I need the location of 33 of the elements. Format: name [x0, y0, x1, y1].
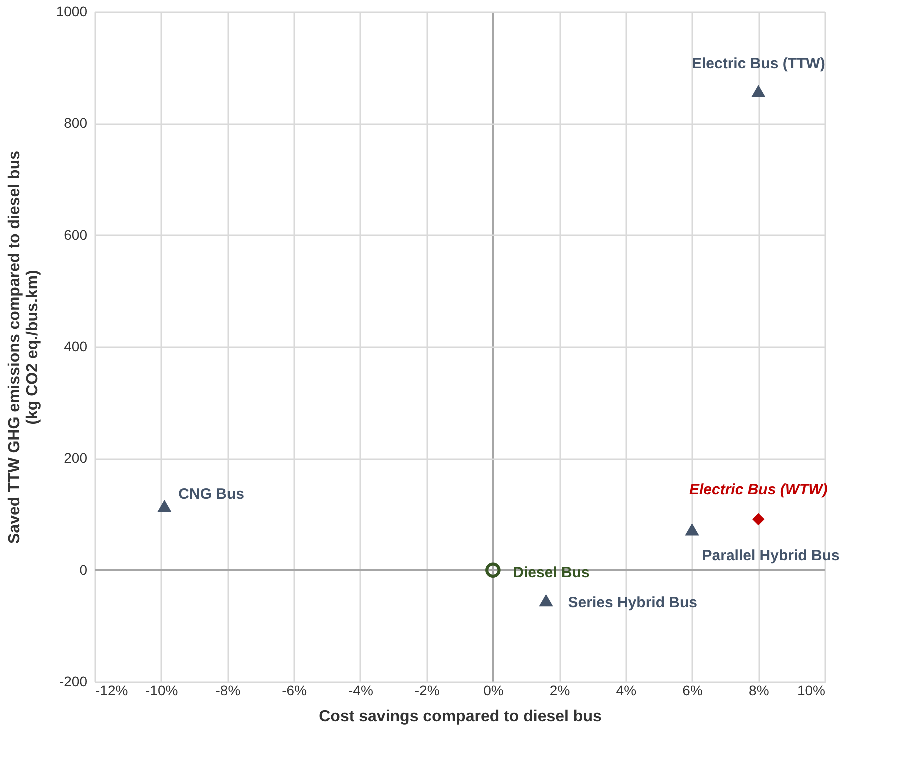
x-tick-label: 6% — [682, 682, 703, 698]
x-tick-label: -8% — [216, 682, 241, 698]
x-tick-label: 4% — [616, 682, 637, 698]
point — [158, 500, 172, 512]
series-label: Series Hybrid Bus — [568, 594, 698, 612]
x-tick-label: -4% — [348, 682, 374, 698]
y-tick-label: 0 — [80, 562, 88, 578]
point — [752, 85, 766, 98]
y-tick-label: 600 — [64, 226, 88, 243]
series-label: Parallel Hybrid Bus — [702, 548, 840, 565]
x-tick-label: 10% — [797, 682, 826, 698]
y-tick-label: -200 — [59, 674, 88, 690]
series-label: Electric Bus (TTW) — [692, 55, 826, 72]
series-label: Diesel Bus — [513, 564, 590, 582]
y-tick-label: 200 — [64, 450, 88, 466]
x-tick-label: 2% — [550, 682, 570, 698]
x-tick-label: -10% — [146, 682, 178, 698]
x-tick-label: -2% — [414, 682, 440, 698]
x-tick-label: -6% — [282, 682, 308, 698]
series-label: CNG Bus — [178, 486, 245, 504]
point — [752, 513, 765, 526]
series-label: Electric Bus (WTW) — [689, 482, 828, 499]
y-tick-label: 400 — [64, 338, 88, 354]
x-tick-label: 0% — [484, 682, 504, 698]
x-axis-title: Cost savings compared to diesel bus — [319, 708, 602, 726]
point — [539, 594, 554, 607]
x-tick-label: 8% — [749, 682, 770, 698]
x-tick-label: -12% — [96, 682, 128, 698]
point — [486, 562, 501, 578]
y-axis-title: Saved TTW GHG emissions compared to diesel bus (kg CO2 eq./bus.km) — [6, 150, 42, 544]
point — [685, 523, 700, 536]
y-tick-label: 1000 — [56, 4, 88, 20]
y-tick-label: 800 — [64, 115, 88, 132]
